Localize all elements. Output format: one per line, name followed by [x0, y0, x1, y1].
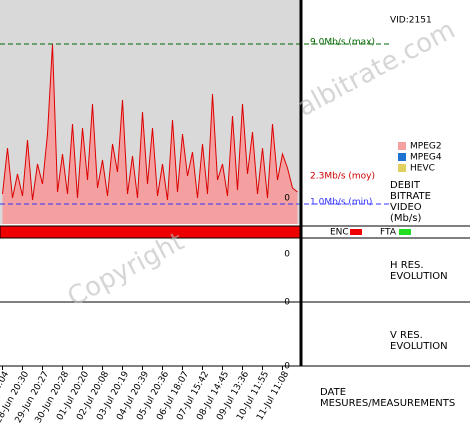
area-line — [2, 43, 298, 201]
area-fill — [2, 44, 298, 224]
enc-band — [0, 225, 301, 239]
vid-label: VID:2151 — [390, 16, 432, 26]
legend-swatch — [398, 142, 406, 150]
zero-label: 0 — [284, 362, 290, 372]
zero-label: 0 — [284, 298, 290, 308]
enc-swatch — [350, 229, 362, 235]
legend-label: MPEG4 — [410, 153, 442, 163]
zero-label: 0 — [284, 194, 290, 204]
fta-label: FTA — [380, 228, 397, 238]
legend-swatch — [398, 153, 406, 161]
y-title: DEBIT BITRATE VIDEO (Mb/s) — [390, 180, 431, 224]
zero-label: 0 — [284, 250, 290, 260]
watermark: albitrate.com — [293, 15, 460, 123]
fta-swatch — [399, 229, 411, 235]
legend-swatch — [398, 164, 406, 172]
v-res-title: V RES. EVOLUTION — [390, 330, 448, 352]
reference-label: 1.0Mb/s (min) — [310, 198, 372, 208]
h-res-title: H RES. EVOLUTION — [390, 260, 448, 282]
legend-label: HEVC — [410, 164, 435, 174]
enc-label: ENC — [330, 228, 349, 238]
reference-label: 9.0Mb/s (max) — [310, 38, 375, 48]
legend-label: MPEG2 — [410, 142, 442, 152]
reference-label: 2.3Mb/s (moy) — [310, 172, 375, 182]
x-title: DATE MESURES/MEASUREMENTS — [320, 387, 456, 409]
watermark: Copyright — [63, 227, 189, 313]
